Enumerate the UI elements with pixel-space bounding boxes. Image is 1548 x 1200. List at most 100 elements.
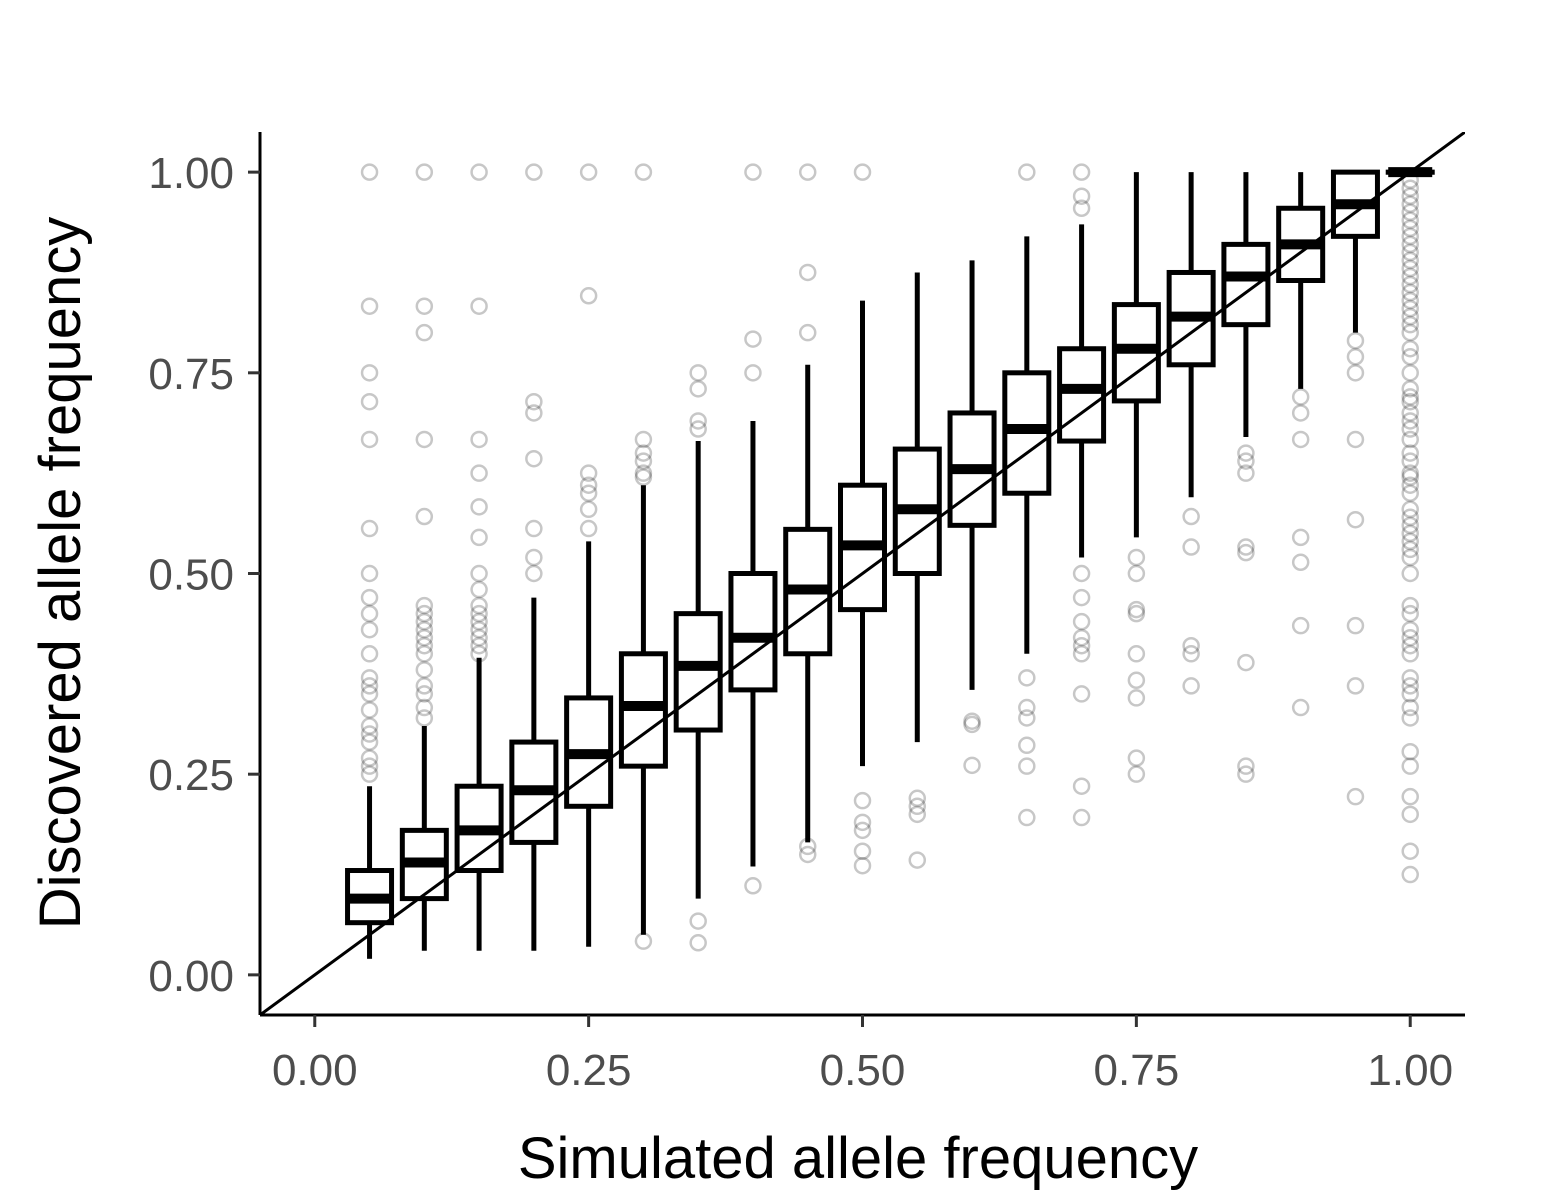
outlier-point [1346,348,1365,366]
outlier-point [470,628,488,647]
outlier-point [1127,765,1146,783]
outlier-point [525,564,543,583]
reference-line-y-equals-x [260,132,1465,1015]
outlier-point [1401,251,1419,270]
outlier-point [1401,604,1419,623]
outlier-point [744,163,762,181]
outlier-point [1401,211,1419,230]
outlier-point [415,661,434,679]
box-group-0.85 [1221,172,1271,783]
outlier-point [1401,392,1419,411]
outlier-point [1401,364,1419,382]
outlier-point [1237,444,1255,462]
outlier-point [579,464,598,482]
box-group-0.70 [1057,163,1107,827]
outlier-point [1401,179,1419,197]
outlier-point [1018,808,1036,827]
outlier-point [525,449,543,468]
outlier-point [1291,430,1310,449]
outlier-point [1401,380,1419,398]
outlier-point [1127,689,1146,707]
outlier-point [415,698,434,717]
outlier-point [1072,628,1091,647]
outlier-point [1182,507,1200,526]
outlier-point [798,323,817,342]
outlier-point [634,444,653,462]
box-group-0.60 [947,260,997,775]
outlier-point [1401,235,1419,254]
box-group-0.45 [783,163,833,864]
outlier-point [1401,388,1419,406]
outlier-point [415,628,434,647]
outlier-point [744,877,762,895]
outlier-point [1401,299,1419,318]
outlier-point [360,701,379,719]
outlier-point [1237,538,1255,556]
outlier-point [1072,808,1091,827]
outlier-point [415,163,434,181]
outlier-point [1401,323,1419,342]
outlier-point [415,645,434,663]
box-iqr [728,571,778,693]
outlier-point [853,842,872,860]
outlier-point [415,604,434,623]
outlier-point [415,709,434,727]
outlier-point [1182,636,1200,655]
outlier-point [415,297,434,315]
outlier-point [360,725,379,743]
outlier-point [1018,709,1036,727]
outlier-point [1072,777,1091,795]
outlier-point [415,636,434,655]
outlier-point [963,712,981,730]
outlier-point [1401,275,1419,294]
x-tick-label: 0.25 [546,1046,632,1095]
axes: 0.00 0.25 0.50 0.75 1.00 0.00 0.25 0.50 0.75 1.00 [148,132,1465,1095]
outlier-point [1401,444,1419,462]
outlier-point [1401,669,1419,687]
outlier-point [1346,364,1365,382]
outlier-point [1401,259,1419,278]
outlier-point [579,163,598,181]
outlier-point [1018,736,1036,755]
box-group-0.35 [673,364,723,952]
outlier-point [1072,199,1091,218]
outlier-point [360,677,379,695]
outlier-point [579,519,598,538]
outlier-point [1127,600,1146,619]
outlier-point [963,715,981,734]
outlier-point [1401,203,1419,222]
outlier-point [470,528,488,547]
outlier-point [1401,430,1419,449]
outlier-point [798,263,817,282]
box-group-0.40 [728,163,778,895]
outlier-point [1401,348,1419,366]
outlier-point [908,797,927,816]
box-group-0.65 [1002,163,1052,827]
outlier-point [1182,538,1200,556]
outlier-point [1401,564,1419,583]
outlier-point [1291,553,1310,572]
outlier-point [689,364,707,382]
outlier-point [1401,596,1419,615]
outlier-point [1401,685,1419,703]
outlier-point [1127,645,1146,663]
outlier-point [1072,636,1091,655]
x-tick-label: 0.50 [820,1046,906,1095]
outlier-point [908,805,927,824]
outlier-point [1401,628,1419,647]
outlier-point [360,519,379,538]
outlier-point [360,645,379,663]
outlier-point [1346,430,1365,449]
outlier-point [1401,757,1419,775]
outlier-point [470,430,488,449]
outlier-point [798,163,817,181]
box-group-0.80 [1166,172,1216,695]
outlier-point [634,468,653,486]
outlier-point [1127,671,1146,690]
outlier-point [1072,163,1091,181]
box-group-0.15 [454,163,504,951]
outlier-point [360,604,379,623]
outlier-point [360,430,379,449]
y-axis-title: Discovered allele frequency [28,217,93,929]
